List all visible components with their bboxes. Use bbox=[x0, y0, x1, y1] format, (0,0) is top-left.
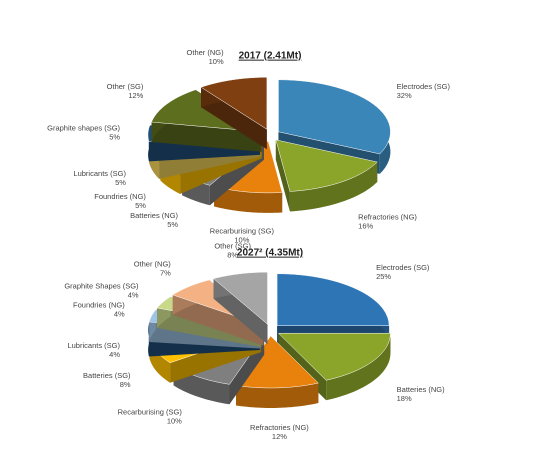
slice-label: Electrodes (SG) bbox=[397, 82, 451, 91]
value-label: 18% bbox=[397, 394, 412, 403]
slice-top bbox=[213, 271, 268, 325]
value-label: 32% bbox=[397, 91, 412, 100]
slice-label: Graphite Shapes (SG) bbox=[64, 281, 139, 290]
slice-label: Lubricants (SG) bbox=[67, 341, 120, 350]
value-label: 10% bbox=[234, 236, 249, 245]
value-label: 5% bbox=[135, 201, 146, 210]
slice-label: Other (SG) bbox=[107, 82, 144, 91]
slice-label: Graphite shapes (SG) bbox=[47, 123, 120, 132]
slice-top bbox=[278, 79, 391, 155]
slice-label: Batteries (NG) bbox=[397, 385, 445, 394]
value-label: 12% bbox=[272, 432, 287, 441]
slice-top bbox=[275, 139, 378, 192]
slice-label: Refractories (NG) bbox=[358, 212, 417, 221]
pie-slice bbox=[213, 271, 268, 345]
slice-side bbox=[326, 333, 391, 401]
slice-top bbox=[277, 332, 391, 381]
slice-top bbox=[276, 273, 390, 327]
pie-slice bbox=[275, 139, 378, 212]
value-label: 25% bbox=[376, 272, 391, 281]
value-label: 5% bbox=[167, 220, 178, 229]
slice-label: Refractories (NG) bbox=[250, 423, 309, 432]
slice-label: Batteries (NG) bbox=[130, 211, 178, 220]
slice-label: Other (NG) bbox=[187, 48, 225, 57]
value-label: 12% bbox=[128, 91, 143, 100]
slice-top bbox=[200, 77, 268, 130]
pie-slice bbox=[200, 77, 268, 150]
value-label: 4% bbox=[114, 310, 125, 319]
value-label: 4% bbox=[128, 290, 139, 299]
chart-title: 2017 (2.41Mt) bbox=[239, 51, 302, 62]
pie-slice bbox=[277, 332, 391, 401]
slice-label: Batteries (SG) bbox=[83, 371, 131, 380]
value-label: 5% bbox=[115, 178, 126, 187]
slice-wall bbox=[275, 139, 290, 212]
slice-wall bbox=[201, 87, 267, 150]
chart-title: 2027² (4.35Mt) bbox=[237, 248, 303, 259]
slice-label: Foundries (NG) bbox=[94, 192, 146, 201]
slice-label: Other (NG) bbox=[134, 259, 172, 268]
value-label: 10% bbox=[209, 57, 224, 66]
value-label: 4% bbox=[109, 350, 120, 359]
slice-label: Foundries (NG) bbox=[73, 301, 125, 310]
slice-side bbox=[236, 383, 319, 408]
value-label: 16% bbox=[358, 221, 373, 230]
slice-side bbox=[289, 161, 378, 212]
slice-label: Recarburising (SG) bbox=[210, 227, 275, 236]
slice-label: Lubricants (SG) bbox=[73, 169, 126, 178]
value-label: 5% bbox=[109, 132, 120, 141]
slice-label: Recarburising (SG) bbox=[118, 407, 183, 416]
value-label: 8% bbox=[227, 251, 238, 260]
value-label: 10% bbox=[167, 416, 182, 425]
value-label: 8% bbox=[120, 380, 131, 389]
value-label: 7% bbox=[160, 268, 171, 277]
slice-label: Electrodes (SG) bbox=[376, 263, 430, 272]
slice-wall bbox=[172, 294, 264, 346]
slice-label: Other (SG) bbox=[214, 242, 251, 251]
slice-top bbox=[235, 335, 319, 389]
